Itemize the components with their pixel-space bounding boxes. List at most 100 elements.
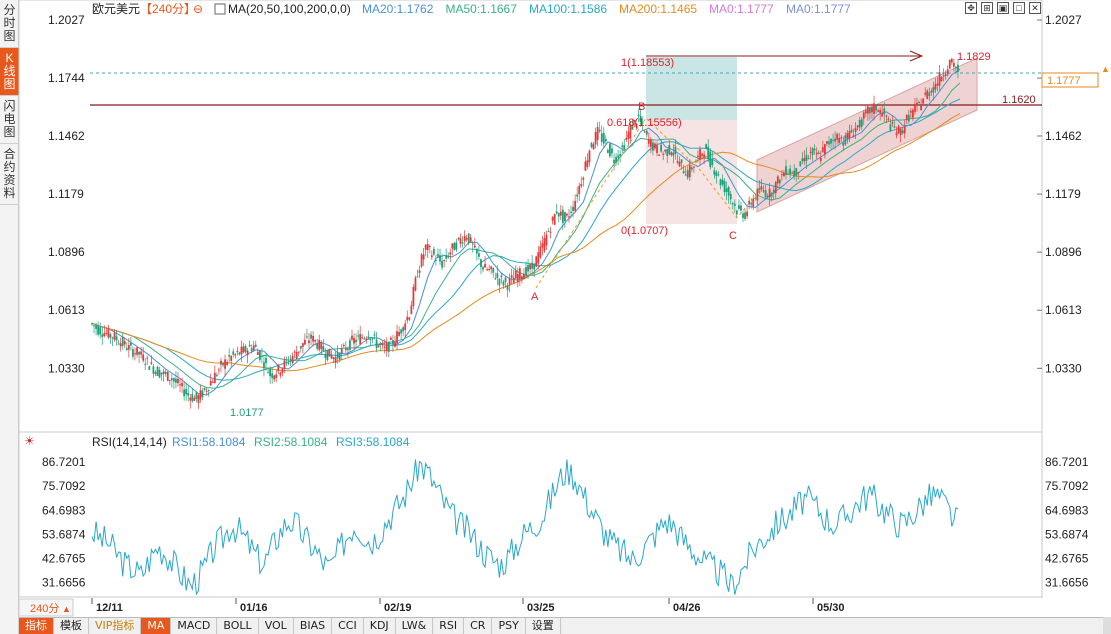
period-badge-bg[interactable] — [18, 598, 74, 617]
bottom-tab-3[interactable]: MA — [141, 618, 172, 634]
time-tick: 02/19 — [384, 602, 412, 614]
candle-body — [205, 390, 208, 392]
bottom-tab-14[interactable]: 设置 — [525, 618, 561, 634]
candle-body — [146, 357, 149, 359]
settings-icon[interactable]: ⊖ — [193, 2, 203, 16]
candle-body — [443, 260, 446, 262]
candle-body — [478, 253, 480, 257]
tab-shandian[interactable]: 闪电图 — [0, 96, 19, 144]
bottom-tab-12[interactable]: CR — [464, 618, 493, 634]
candle-body — [463, 235, 466, 242]
candle-body — [570, 211, 572, 214]
time-tick: 04/26 — [673, 602, 701, 614]
candle-body — [805, 154, 808, 162]
indicator-box-icon[interactable] — [214, 3, 226, 15]
scrollbar[interactable] — [1103, 617, 1111, 634]
candle-body — [283, 360, 286, 369]
rsi-tick-left: 42.6765 — [42, 551, 86, 565]
candle-body — [871, 106, 873, 113]
candle-body — [750, 202, 753, 205]
candle-body — [938, 72, 941, 86]
price-tick: 1.0330 — [1045, 361, 1082, 375]
candle-body — [713, 170, 716, 175]
candle-body — [381, 343, 384, 345]
candle-body — [267, 372, 269, 374]
bottom-tab-8[interactable]: CCI — [332, 618, 364, 634]
candle-body — [690, 167, 693, 170]
candle-body — [633, 120, 636, 122]
tab-kline[interactable]: K线图 — [0, 48, 19, 96]
bottom-tab-10[interactable]: LW& — [395, 618, 434, 634]
candle-body — [512, 277, 515, 284]
candle-body — [654, 143, 656, 149]
maximize-icon[interactable]: □ — [1013, 2, 1025, 14]
candle-body — [615, 156, 617, 163]
candle-body — [666, 149, 669, 156]
candle-body — [140, 351, 143, 355]
window-toolbar: ✥ ⊞ ▣ □ ✕ — [965, 2, 1041, 14]
candle-body — [101, 334, 104, 337]
zoom-icon[interactable]: ⊞ — [981, 2, 993, 14]
candle-body — [537, 252, 540, 264]
bottom-tab-7[interactable]: BIAS — [293, 618, 333, 634]
window-icon[interactable]: ▣ — [997, 2, 1009, 14]
candle-body — [218, 369, 220, 371]
candle-body — [297, 351, 300, 353]
candle-body — [832, 139, 834, 141]
close-icon[interactable]: ✕ — [1029, 2, 1041, 14]
candle-body — [220, 360, 222, 365]
price-marker-icon: ▲ — [1101, 64, 1110, 74]
period-badge[interactable]: 240分 — [30, 602, 59, 615]
bottom-tab-0[interactable]: 指标 — [19, 618, 54, 634]
price-tick-left: 1.1744 — [48, 71, 85, 85]
candle-body — [469, 237, 472, 242]
candle-body — [926, 90, 929, 99]
candle-body — [504, 277, 507, 282]
bottom-tab-11[interactable]: RSI — [433, 618, 465, 634]
bottom-tab-4[interactable]: MACD — [171, 618, 218, 634]
candle-body — [324, 354, 327, 358]
candle-body — [523, 273, 525, 279]
rsi2-value: RSI2:58.1084 — [254, 435, 328, 449]
tab-fenshi[interactable]: 分时图 — [0, 0, 19, 48]
candle-body — [768, 188, 771, 198]
candle-body — [252, 345, 255, 350]
candle-body — [207, 389, 210, 391]
bottom-tab-5[interactable]: BOLL — [217, 618, 259, 634]
candle-body — [164, 371, 167, 374]
candle-body — [844, 135, 847, 145]
period-dropdown-icon[interactable]: ▲ — [62, 604, 71, 614]
candle-body — [402, 327, 405, 332]
candle-body — [240, 346, 243, 355]
time-tick: 05/30 — [817, 602, 845, 614]
bottom-tab-6[interactable]: VOL — [258, 618, 294, 634]
candle-body — [604, 139, 607, 142]
rsi-tick: 31.6656 — [1045, 575, 1089, 589]
bottom-tab-2[interactable]: VIP指标 — [89, 618, 142, 634]
candle-body — [310, 334, 312, 339]
candle-body — [355, 339, 357, 343]
candle-body — [656, 145, 658, 153]
candle-body — [349, 340, 351, 350]
candle-body — [703, 154, 706, 158]
bottom-tab-13[interactable]: PSY — [492, 618, 526, 634]
candle-body — [924, 92, 927, 95]
candle-body — [637, 114, 640, 117]
rsi-settings-icon[interactable]: ☀ — [24, 434, 35, 448]
move-icon[interactable]: ✥ — [965, 2, 977, 14]
candle-body — [647, 139, 650, 144]
rsi-tick: 75.7092 — [1045, 479, 1089, 493]
candle-body — [864, 110, 867, 114]
candle-body — [547, 231, 550, 233]
candle-body — [539, 246, 542, 258]
tab-contract-info[interactable]: 合约资料 — [0, 144, 19, 205]
bottom-tab-1[interactable]: 模板 — [54, 618, 89, 634]
candle-body — [883, 108, 886, 114]
rsi-title: RSI(14,14,14) — [92, 435, 167, 449]
candle-body — [162, 371, 165, 375]
bottom-tab-9[interactable]: KDJ — [363, 618, 396, 634]
candle-body — [461, 242, 464, 244]
candle-body — [899, 128, 902, 135]
candle-body — [107, 328, 110, 338]
